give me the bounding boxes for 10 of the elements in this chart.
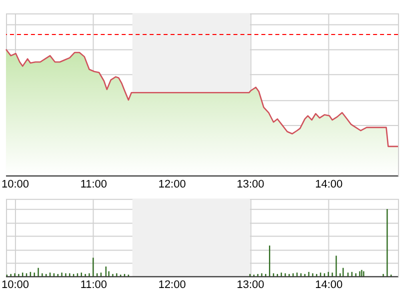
x-tick-label: 13:00 <box>236 178 264 190</box>
x-tick-label: 10:00 <box>2 178 29 190</box>
x-tick-label: 11:00 <box>80 178 107 190</box>
x-tick-label: 14:00 <box>315 178 343 190</box>
x-tick-label: 13:00 <box>236 279 264 292</box>
x-tick-label: 12:00 <box>158 178 186 190</box>
x-tick-label: 14:00 <box>315 279 343 292</box>
x-tick-label: 11:00 <box>80 279 107 292</box>
x-tick-label: 12:00 <box>158 279 186 292</box>
x-tick-label: 10:00 <box>2 279 29 292</box>
